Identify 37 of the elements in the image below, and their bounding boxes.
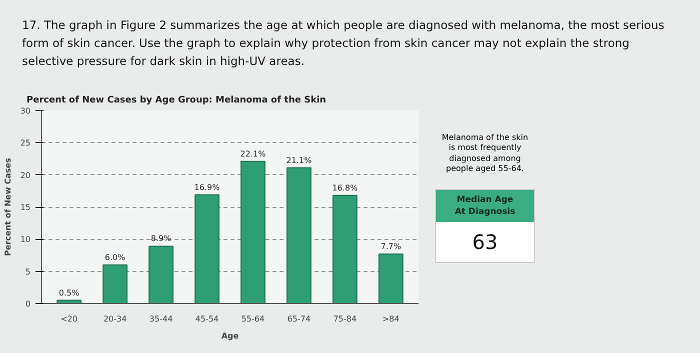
x-tick-label: 20-34 — [103, 314, 127, 324]
y-tick-label: 5 — [25, 267, 31, 276]
bar — [102, 264, 128, 304]
data-label: 16.9% — [194, 182, 220, 192]
bar — [240, 160, 266, 304]
x-tick-label: <20 — [60, 314, 78, 324]
text: Median Age At Diagnosis — [436, 190, 534, 222]
y-tick-label: 20 — [20, 170, 31, 180]
x-tick-label: 55-64 — [241, 314, 265, 324]
bar — [286, 167, 312, 304]
text: Melanoma of the skin is most frequently diagnosed among people aged 55-64. — [440, 133, 530, 175]
data-label: 6.0% — [104, 252, 126, 262]
chart-title: Percent of New Cases by Age Group: Melanoma of the Skin — [26, 96, 326, 106]
y-tick-label: 0 — [25, 300, 31, 308]
text: 63 — [471, 228, 499, 256]
bar — [378, 253, 404, 304]
data-label: 0.5% — [58, 288, 80, 298]
x-tick-label: 35-44 — [149, 314, 173, 324]
data-label: 22.1% — [240, 149, 266, 158]
text: 17. The graph in Figure 2 summarizes the age at which people are diagnosed with melanoma, the most serious form of skin cancer. Use the graph to explain why protection from skin cancer may not explain the strong selective pressure for dark skin in high-UV areas. — [22, 17, 664, 70]
bar — [148, 246, 174, 304]
x-tick-label: 75-84 — [333, 314, 357, 324]
bar — [194, 194, 220, 304]
data-label: 21.1% — [286, 156, 312, 165]
x-axis-title: Age — [221, 332, 240, 340]
y-tick-label: 30 — [20, 106, 31, 116]
y-tick-label: 15 — [20, 203, 31, 212]
data-label: 7.7% — [380, 242, 402, 251]
x-tick-label: >84 — [382, 314, 400, 324]
y-axis-title: Percent of New Cases — [3, 158, 12, 256]
x-tick-label: 65-74 — [287, 314, 311, 324]
x-tick-label: 45-54 — [195, 314, 219, 324]
y-tick-label: 25 — [20, 138, 31, 148]
data-label: 16.8% — [332, 183, 358, 192]
bar — [332, 194, 358, 304]
y-tick-label: 10 — [20, 235, 31, 244]
data-label: 8.9% — [150, 234, 172, 244]
